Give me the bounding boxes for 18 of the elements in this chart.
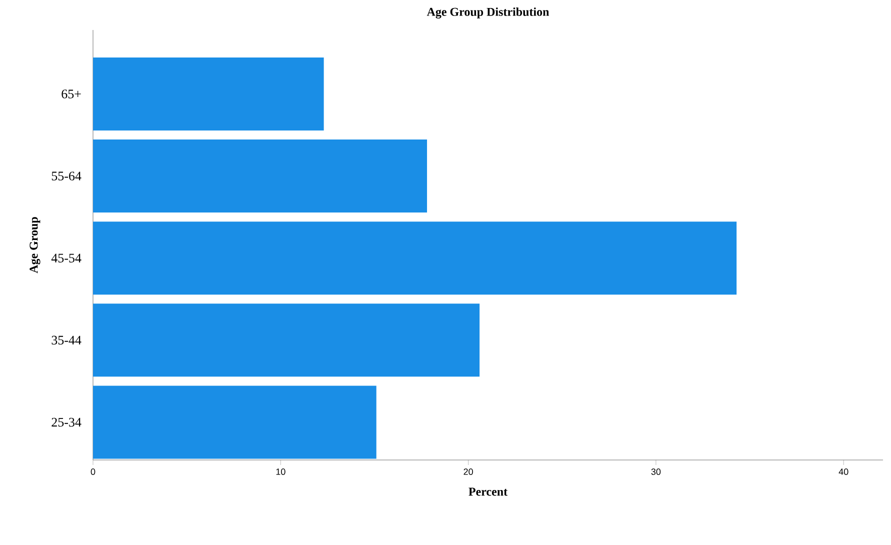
y-tick-label: 35-44 (52, 336, 82, 345)
x-tick-label: 30 (651, 468, 661, 475)
bar (93, 304, 480, 377)
x-tick-label: 40 (838, 468, 848, 475)
bar (93, 386, 376, 459)
bar (93, 222, 737, 295)
chart-title: Age Group Distribution (426, 7, 550, 18)
x-tick-label: 0 (90, 468, 96, 475)
y-tick-label: 65+ (62, 90, 81, 98)
bar (93, 58, 324, 130)
y-tick-label: 25-34 (52, 418, 82, 427)
x-axis-title: Percent (468, 488, 508, 496)
bar (93, 140, 428, 213)
y-tick-label: 55-64 (52, 172, 82, 180)
y-tick-label: 45-54 (51, 254, 82, 262)
x-tick-label: 20 (464, 468, 473, 475)
x-tick-label: 10 (276, 468, 286, 475)
y-axis-title: Age Group (30, 217, 40, 274)
